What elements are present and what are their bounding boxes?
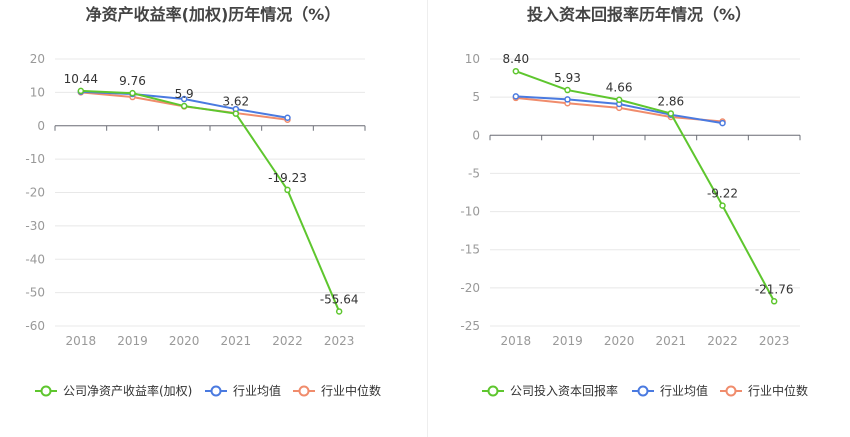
y-tick-label: 0 (472, 128, 480, 142)
data-label: 3.62 (222, 95, 249, 109)
data-label: 5.9 (175, 87, 194, 101)
legend-item[interactable]: 行业均值 (632, 383, 708, 398)
y-tick-label: 5 (472, 90, 480, 104)
data-label: 2.86 (657, 94, 684, 108)
data-point (615, 96, 623, 103)
data-point (232, 110, 240, 117)
x-tick-label: 2023 (324, 334, 355, 348)
x-tick-label: 2018 (501, 334, 532, 348)
legend-item[interactable]: 行业中位数 (720, 383, 808, 398)
legend-label: 行业均值 (660, 383, 708, 398)
legend-marker-icon (298, 385, 310, 397)
data-point (564, 96, 571, 103)
data-point (770, 298, 778, 305)
data-point (667, 110, 675, 117)
data-label: 10.44 (64, 72, 98, 86)
y-tick-label: -60 (25, 319, 45, 333)
x-tick-label: 2018 (66, 334, 97, 348)
data-label: -21.76 (755, 282, 794, 296)
y-tick-label: -50 (25, 286, 45, 300)
data-point (564, 86, 571, 94)
y-tick-label: 10 (465, 52, 480, 66)
x-tick-label: 2020 (169, 334, 200, 348)
data-point (335, 308, 343, 315)
y-tick-label: -20 (460, 281, 480, 295)
y-tick-label: -5 (468, 166, 480, 180)
data-point (180, 95, 188, 103)
data-point (77, 87, 85, 95)
legend-item[interactable]: 行业中位数 (293, 383, 381, 398)
y-tick-label: -40 (25, 252, 45, 266)
legend-item[interactable]: 公司净资产收益率(加权) (35, 383, 192, 398)
x-tick-label: 2022 (707, 334, 738, 348)
series-line (80, 89, 341, 312)
x-tick-label: 2022 (272, 334, 303, 348)
y-tick-label: -20 (25, 186, 45, 200)
data-label: 8.40 (502, 52, 529, 66)
y-tick-label: -15 (460, 243, 480, 257)
data-label: -9.22 (707, 187, 738, 201)
data-point (284, 114, 291, 121)
x-tick-label: 2023 (759, 334, 790, 348)
legend-label: 行业中位数 (321, 383, 381, 398)
chart-roic: 投入资本回报率历年情况（%） 10 5 0 -5 -10 -15 -20 -25 2018 201… (460, 5, 808, 398)
legend-label: 行业均值 (233, 383, 281, 398)
y-tick-label: -10 (25, 152, 45, 166)
y-tick-label: 20 (30, 52, 45, 66)
data-label: 5.93 (554, 71, 581, 85)
y-tick-label: 10 (30, 85, 45, 99)
legend-marker-icon (637, 385, 649, 397)
data-label: -55.64 (320, 292, 359, 306)
legend-label: 公司投入资本回报率 (510, 383, 618, 398)
x-tick-label: 2021 (221, 334, 252, 348)
panel-divider (427, 0, 428, 437)
data-label: 9.76 (119, 74, 146, 88)
legend-label: 公司净资产收益率(加权) (63, 383, 192, 398)
chart-title: 投入资本回报率历年情况（%） (527, 5, 751, 24)
legend-marker-icon (487, 385, 499, 397)
y-tick-label: -10 (460, 205, 480, 219)
data-point (719, 119, 726, 127)
legend-marker-icon (40, 385, 52, 397)
data-point (129, 89, 136, 97)
chart-roe: 净资产收益率(加权)历年情况（%） 20 10 0 -10 -20 -30 -40 -50 -6… (25, 5, 381, 398)
data-label: -19.23 (268, 171, 307, 185)
data-point (284, 186, 291, 194)
data-point (719, 202, 726, 209)
data-point (512, 93, 520, 100)
data-point (180, 102, 188, 110)
series-line (515, 70, 776, 302)
legend-marker-icon (725, 385, 737, 397)
data-label: 4.66 (606, 81, 633, 95)
y-tick-label: -25 (460, 319, 480, 333)
legend-marker-icon (210, 385, 222, 397)
x-tick-label: 2019 (117, 334, 148, 348)
legend-item[interactable]: 公司投入资本回报率 (482, 383, 618, 398)
x-tick-label: 2020 (604, 334, 635, 348)
y-tick-label: 0 (37, 119, 45, 133)
legend-label: 行业中位数 (748, 383, 808, 398)
x-tick-label: 2019 (552, 334, 583, 348)
chart-title: 净资产收益率(加权)历年情况（%） (86, 5, 341, 24)
y-tick-label: -30 (25, 219, 45, 233)
x-tick-label: 2021 (656, 334, 687, 348)
legend-item[interactable]: 行业均值 (205, 383, 281, 398)
data-point (512, 67, 520, 75)
